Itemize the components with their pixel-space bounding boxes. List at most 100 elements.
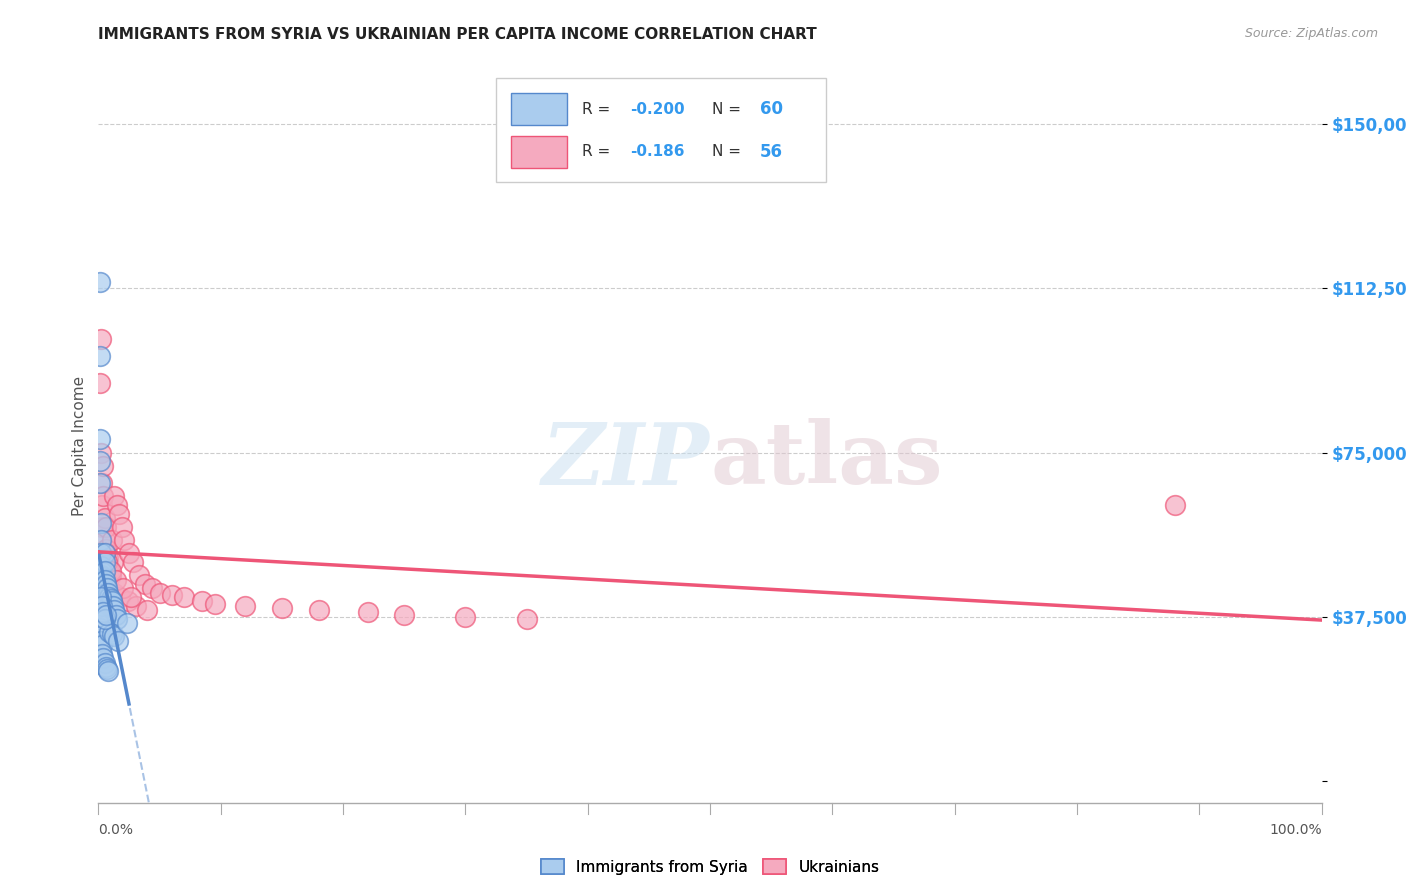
Point (270, 601, 294, 615)
Point (121, 555, 143, 569)
Text: 0.0%: 0.0% (98, 823, 134, 837)
Point (173, 590, 195, 604)
Point (233, 599, 256, 613)
Point (91, 520, 114, 534)
Point (100, 568, 122, 582)
Point (515, 612, 537, 626)
Point (104, 607, 127, 622)
Point (136, 603, 159, 617)
Point (97, 594, 120, 608)
Point (91, 582, 114, 596)
Point (90, 533, 112, 548)
Text: N =: N = (713, 145, 747, 160)
Point (93, 555, 115, 569)
Point (100, 592, 122, 607)
Point (454, 609, 477, 624)
Point (91, 647, 114, 661)
Point (89, 433, 111, 447)
Point (134, 577, 156, 591)
Point (94, 660, 117, 674)
Text: 60: 60 (761, 100, 783, 118)
Point (91, 579, 114, 593)
Point (91, 651, 114, 665)
FancyBboxPatch shape (510, 136, 567, 168)
Text: 100.0%: 100.0% (1270, 823, 1322, 837)
Point (101, 627, 124, 641)
Point (91, 585, 114, 599)
Point (91, 599, 114, 613)
Point (103, 585, 125, 599)
Point (103, 629, 125, 643)
Point (120, 590, 142, 604)
Point (91, 606, 114, 620)
Point (93, 546, 115, 560)
Point (90, 559, 112, 574)
Text: R =: R = (582, 102, 614, 117)
Point (94, 520, 117, 534)
Point (98, 590, 121, 604)
Point (110, 590, 132, 604)
Point (100, 564, 122, 578)
Point (105, 612, 128, 626)
Text: Source: ZipAtlas.com: Source: ZipAtlas.com (1244, 27, 1378, 40)
Legend: Immigrants from Syria, Ukrainians: Immigrants from Syria, Ukrainians (534, 853, 886, 880)
Point (107, 633, 129, 648)
Point (90, 516, 112, 530)
Point (90, 564, 112, 578)
Text: -0.186: -0.186 (630, 145, 685, 160)
Point (91, 577, 114, 591)
Point (90, 633, 112, 648)
Point (104, 573, 127, 587)
Point (91, 489, 114, 503)
Text: atlas: atlas (710, 418, 942, 502)
Point (93, 564, 115, 578)
Point (91, 573, 114, 587)
Point (89, 275, 111, 289)
Point (93, 656, 115, 670)
Text: N =: N = (713, 102, 747, 117)
Point (149, 585, 172, 599)
Point (101, 599, 124, 613)
Point (94, 590, 117, 604)
Point (97, 665, 120, 679)
Y-axis label: Per Capita Income: Per Capita Income (72, 376, 87, 516)
Point (89, 349, 111, 363)
Point (96, 662, 118, 676)
Point (94, 607, 117, 622)
Point (96, 582, 118, 596)
Point (91, 588, 114, 602)
Point (103, 603, 125, 617)
Point (117, 594, 139, 608)
Point (103, 489, 125, 503)
Point (93, 573, 115, 587)
Point (98, 564, 121, 578)
Point (308, 603, 330, 617)
Point (97, 559, 120, 574)
Point (1164, 498, 1187, 512)
Point (111, 520, 134, 534)
Point (98, 625, 121, 640)
Point (392, 607, 416, 622)
Point (111, 582, 134, 596)
Point (141, 582, 163, 596)
Point (90, 332, 112, 346)
Point (91, 498, 114, 512)
Point (89, 621, 111, 635)
Point (98, 582, 121, 596)
Point (101, 533, 124, 548)
Point (93, 612, 115, 626)
Point (89, 376, 111, 390)
Point (115, 616, 138, 631)
Point (91, 476, 114, 491)
Point (90, 546, 112, 560)
Point (204, 597, 226, 611)
Point (100, 599, 122, 613)
Point (93, 533, 115, 548)
Point (90, 568, 112, 582)
FancyBboxPatch shape (496, 78, 827, 182)
Point (96, 590, 118, 604)
Point (94, 573, 117, 587)
Point (89, 629, 111, 643)
Point (94, 585, 117, 599)
Point (94, 577, 117, 591)
